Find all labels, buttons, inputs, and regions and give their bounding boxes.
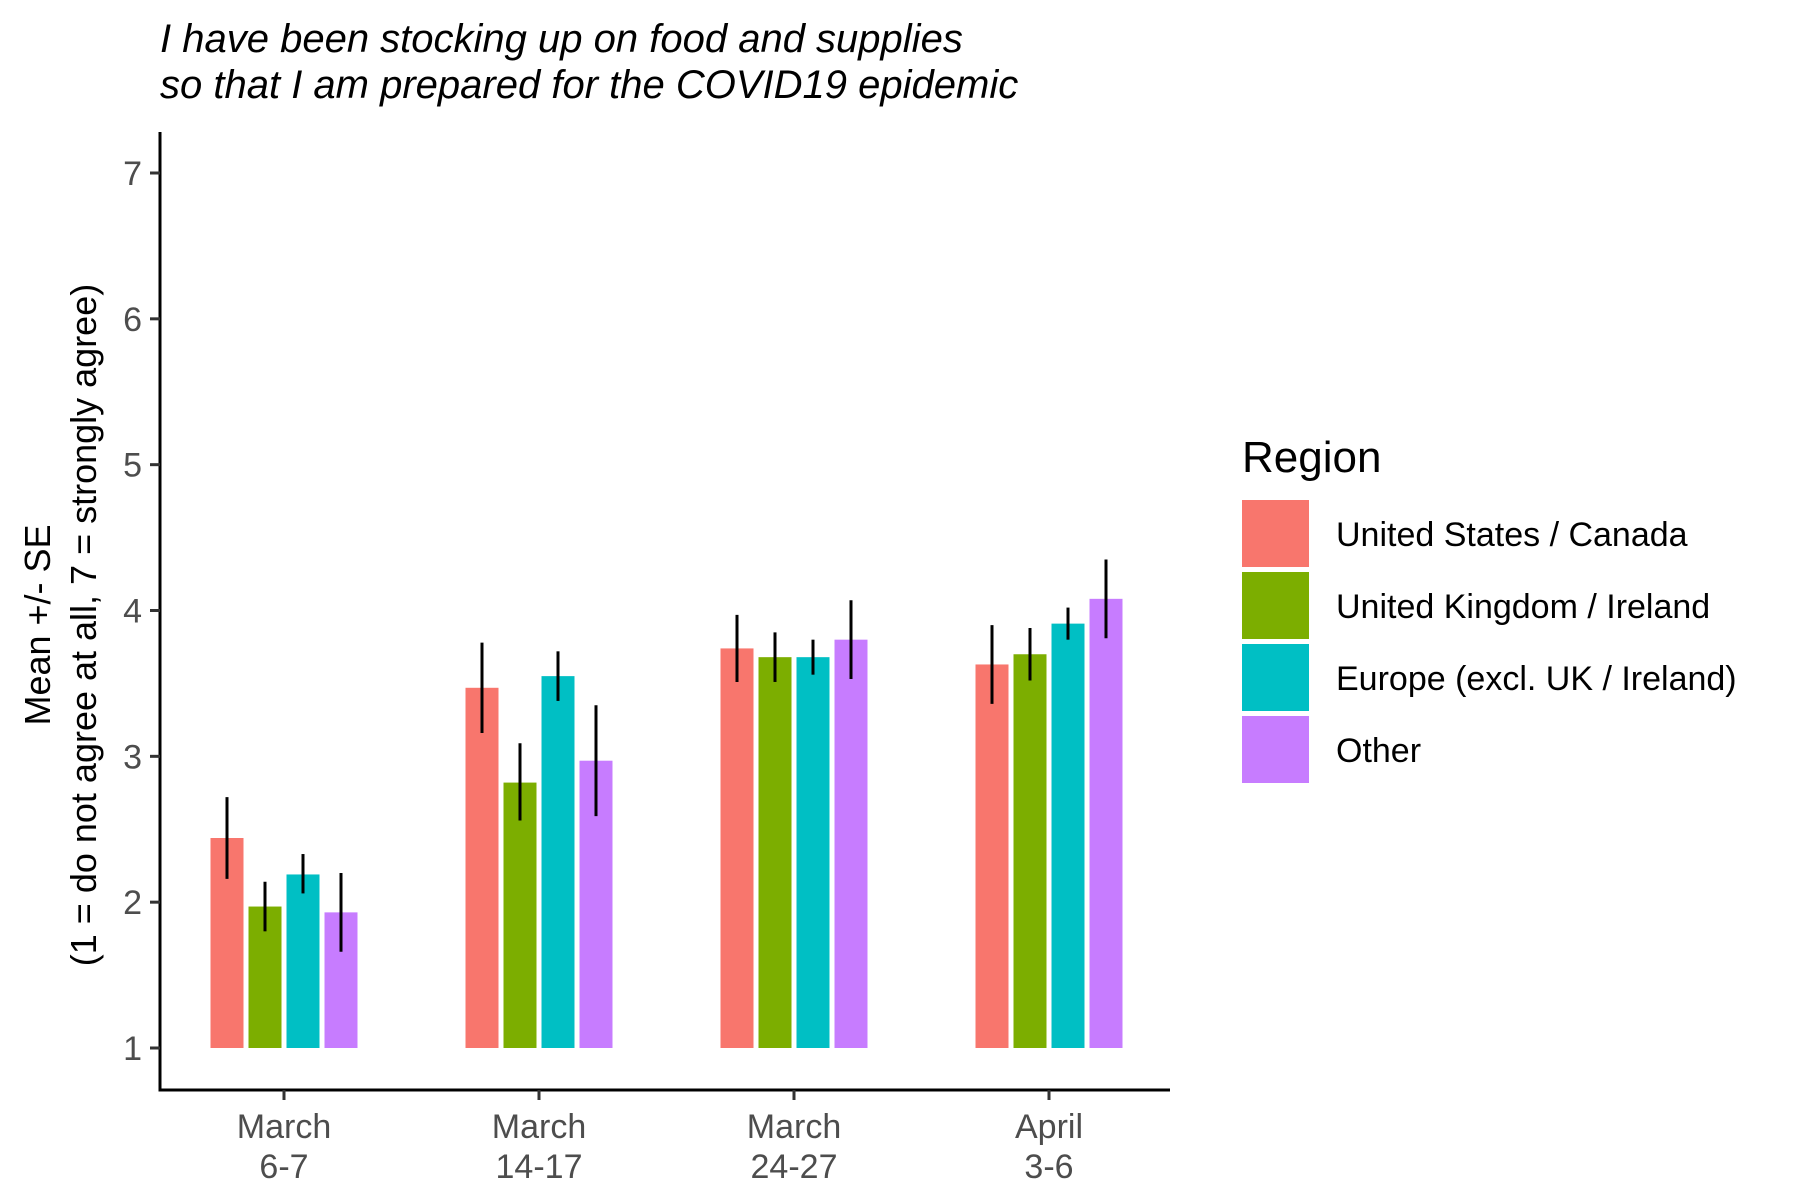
bar: [834, 639, 868, 1048]
legend: Region United States / Canada United King…: [1242, 433, 1737, 783]
legend-label: Other: [1336, 732, 1421, 770]
legend-swatch: [1242, 572, 1309, 639]
bar: [720, 648, 754, 1048]
y-tick-label: 4: [123, 593, 142, 631]
y-axis-label: Mean +/- SE (1 = do not agree at all, 7 …: [17, 284, 104, 966]
chart-title-line-2: so that I am prepared for the COVID19 ep…: [160, 63, 1018, 107]
x-tick-label: April: [1015, 1108, 1083, 1146]
x-tick-label: 14-17: [496, 1148, 583, 1186]
legend-items: United States / Canada United Kingdom / I…: [1242, 500, 1737, 783]
legend-swatch: [1242, 500, 1309, 567]
bar: [796, 657, 830, 1048]
x-tick-label: March: [747, 1108, 841, 1146]
y-tick-label: 5: [123, 447, 142, 485]
y-axis-label-line-1: Mean +/- SE: [17, 524, 58, 725]
bar: [975, 664, 1009, 1048]
y-tick-label: 2: [123, 884, 142, 922]
y-tick-label: 7: [123, 155, 142, 193]
legend-title: Region: [1242, 433, 1381, 482]
chart-title: I have been stocking up on food and supp…: [160, 17, 1018, 107]
y-axis-label-line-2: (1 = do not agree at all, 7 = strongly a…: [63, 284, 104, 966]
y-axis-ticks: 1 2 3 4 5 6 7: [123, 155, 160, 1068]
bar: [1089, 598, 1123, 1048]
bar: [465, 687, 499, 1048]
plot-area: [210, 559, 1123, 1048]
bar: [541, 676, 575, 1048]
bar: [286, 874, 320, 1048]
x-tick-label: 3-6: [1024, 1148, 1073, 1186]
x-tick-label: 24-27: [751, 1148, 838, 1186]
legend-label: United Kingdom / Ireland: [1336, 588, 1710, 626]
legend-label: United States / Canada: [1336, 516, 1688, 554]
bar: [758, 657, 792, 1048]
legend-swatch: [1242, 716, 1309, 783]
x-tick-label: March: [492, 1108, 586, 1146]
bar: [503, 782, 537, 1048]
bar: [1051, 623, 1085, 1048]
legend-label: Europe (excl. UK / Ireland): [1336, 660, 1737, 698]
bar: [1013, 654, 1047, 1048]
y-tick-label: 3: [123, 738, 142, 776]
y-tick-label: 6: [123, 301, 142, 339]
legend-swatch: [1242, 644, 1309, 711]
x-tick-label: 6-7: [259, 1148, 308, 1186]
chart-title-line-1: I have been stocking up on food and supp…: [160, 17, 963, 61]
y-tick-label: 1: [123, 1030, 142, 1068]
x-tick-label: March: [237, 1108, 331, 1146]
